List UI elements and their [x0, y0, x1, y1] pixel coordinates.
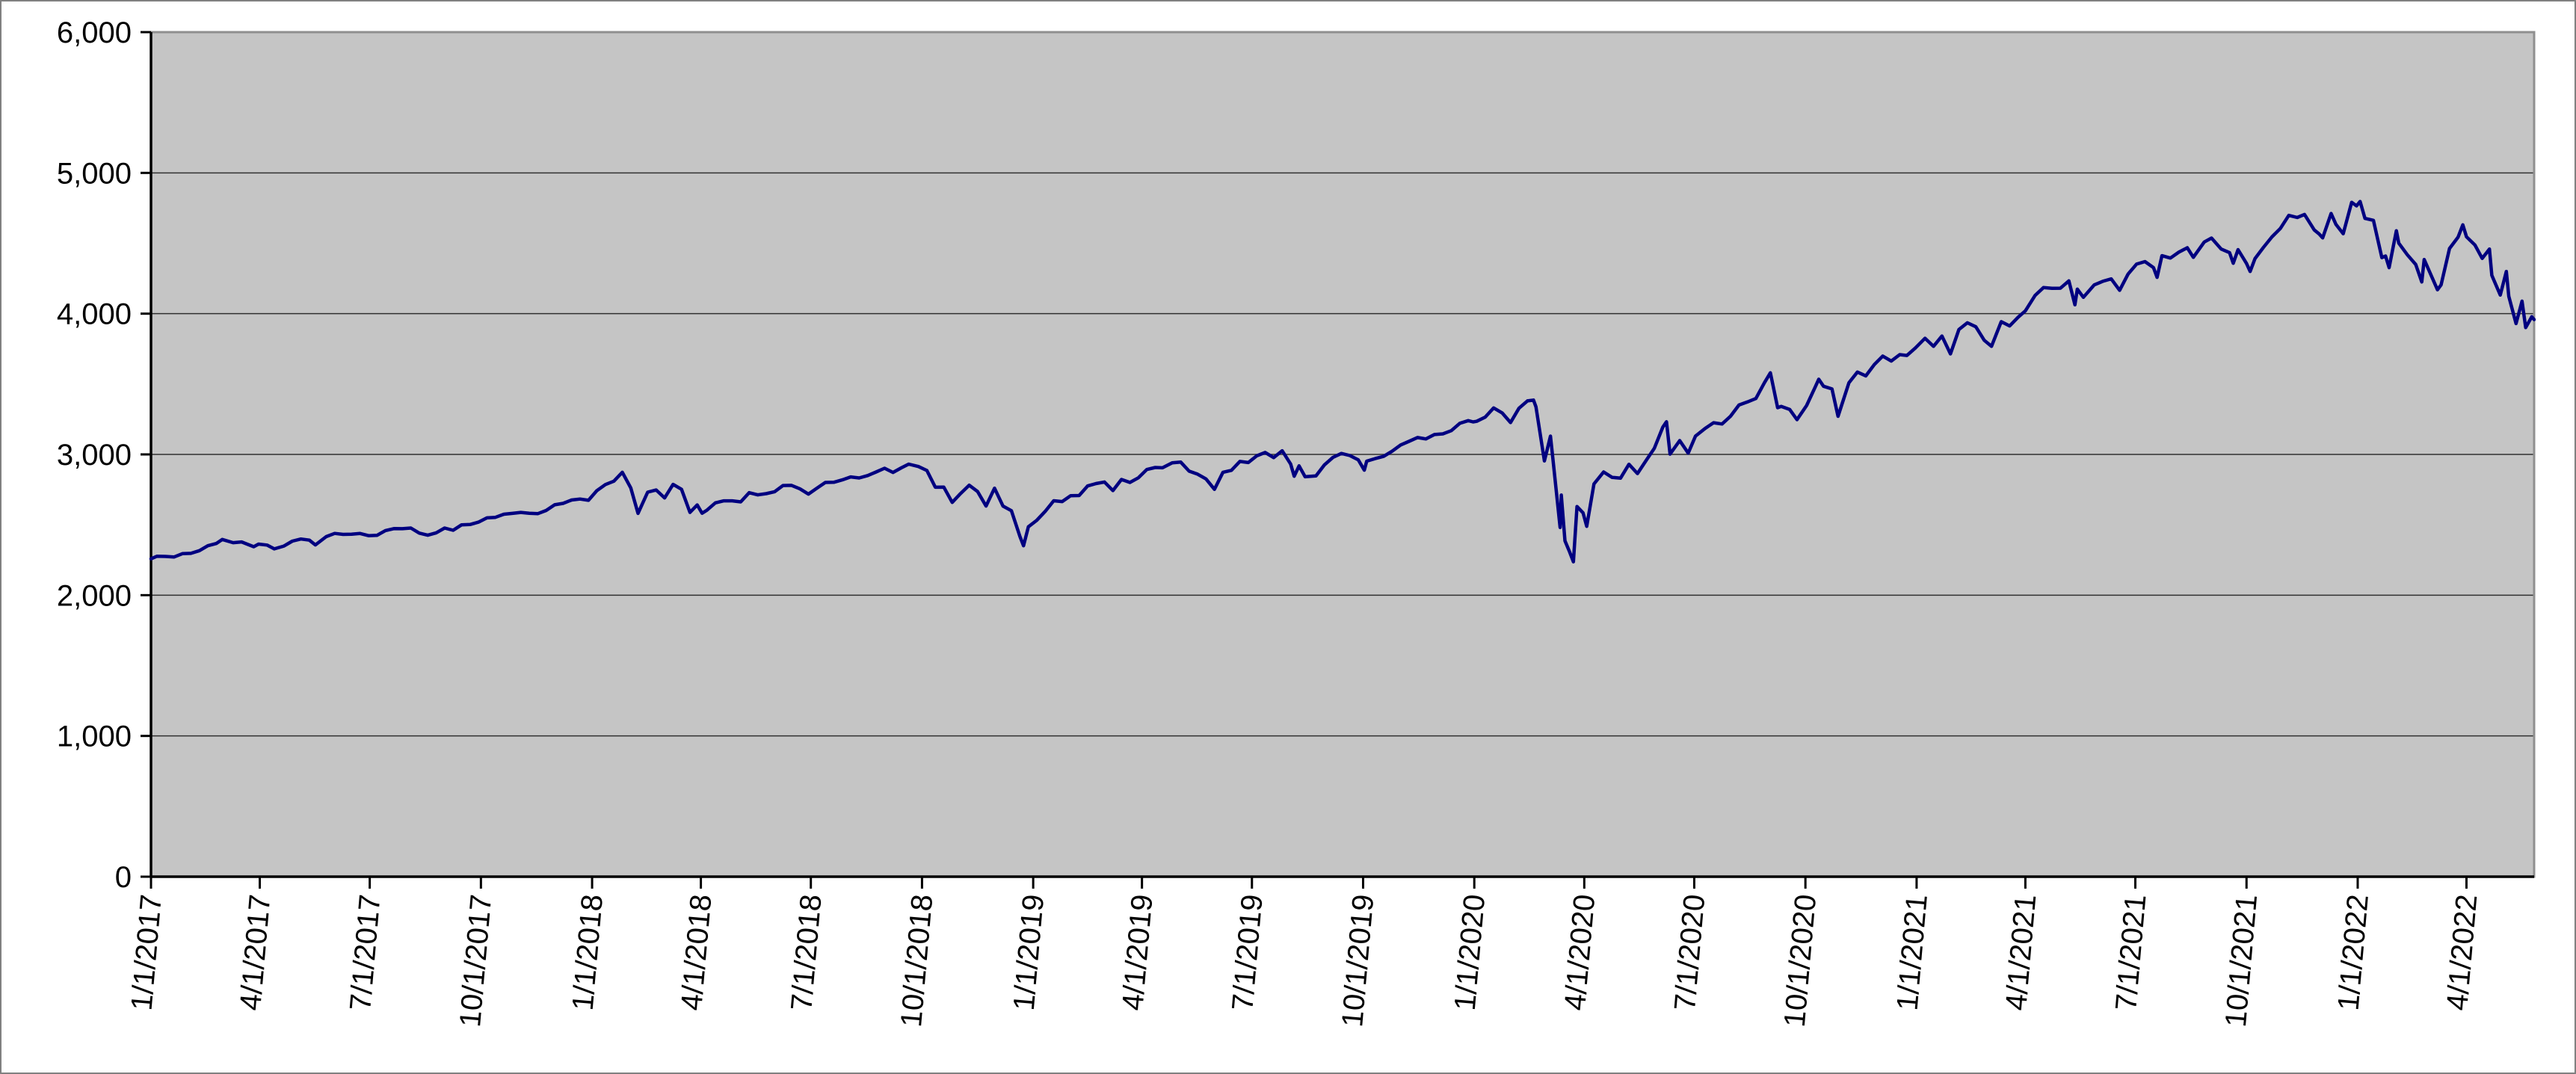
- x-tick-label: 7/1/2021: [2110, 893, 2152, 1012]
- x-tick-label: 1/1/2018: [567, 893, 609, 1012]
- series-line: [149, 200, 2536, 564]
- x-tick-label: 10/1/2017: [454, 893, 498, 1028]
- tick-marks: [141, 31, 2468, 889]
- x-tick-label: 1/1/2020: [1449, 893, 1491, 1012]
- x-tick-label: 1/1/2021: [1891, 893, 1933, 1012]
- x-tick-label: 10/1/2020: [1778, 893, 1822, 1028]
- x-tick-label: 4/1/2018: [675, 893, 718, 1012]
- y-tick-label: 5,000: [57, 157, 132, 190]
- x-tick-label: 7/1/2018: [785, 893, 828, 1012]
- x-tick-label: 1/1/2017: [126, 893, 168, 1012]
- y-tick-label: 2,000: [57, 579, 132, 612]
- x-tick-label: 1/1/2019: [1008, 893, 1050, 1012]
- y-tick-label: 0: [115, 861, 132, 894]
- price-line: [149, 200, 2536, 564]
- x-tick-label: 4/1/2019: [1116, 893, 1159, 1012]
- x-tick-label: 4/1/2022: [2441, 893, 2483, 1012]
- x-tick-label: 10/1/2018: [895, 893, 939, 1028]
- x-tick-label: 10/1/2021: [2219, 893, 2264, 1028]
- x-tick-label: 7/1/2020: [1668, 893, 1711, 1012]
- x-tick-label: 7/1/2019: [1226, 893, 1269, 1012]
- y-tick-label: 6,000: [57, 16, 132, 49]
- y-tick-label: 1,000: [57, 720, 132, 753]
- x-tick-label: 10/1/2019: [1336, 893, 1380, 1028]
- y-tick-label: 4,000: [57, 298, 132, 331]
- x-tick-label: 4/1/2017: [234, 893, 277, 1012]
- x-tick-label: 4/1/2020: [1559, 893, 1601, 1012]
- x-tick-label: 1/1/2022: [2332, 893, 2375, 1012]
- y-tick-label: 3,000: [57, 439, 132, 472]
- x-tick-label: 7/1/2017: [344, 893, 386, 1012]
- x-tick-label: 4/1/2021: [2000, 893, 2042, 1012]
- y-tick-labels: 0 1,000 2,000 3,000 4,000 5,000 6,000: [57, 16, 132, 894]
- x-tick-labels: 1/1/2017 4/1/2017 7/1/2017 10/1/2017 1/1/201…: [126, 893, 2484, 1028]
